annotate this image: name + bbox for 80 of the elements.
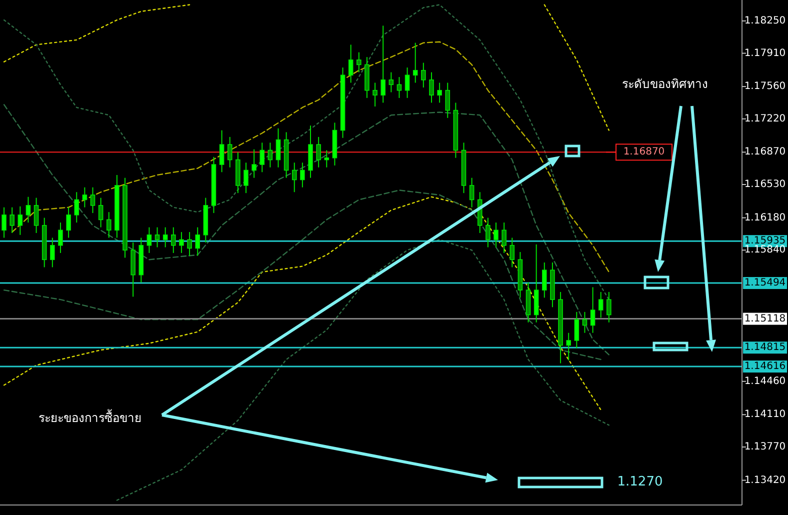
y-tick-label: 1.18250: [744, 15, 786, 26]
candlestick: [58, 222, 63, 254]
candlestick: [469, 177, 474, 208]
candlestick: [380, 25, 386, 104]
line-series: [3, 4, 190, 62]
line-series: [3, 196, 602, 410]
candlestick: [171, 226, 176, 254]
y-tick-label: 1.15840: [744, 244, 786, 256]
annotation: ระดับของทิศทาง: [622, 77, 708, 91]
candlestick: [437, 82, 442, 104]
candlestick: [195, 226, 200, 256]
candlestick: [388, 72, 394, 93]
candlestick: [582, 311, 588, 334]
candlestick: [252, 148, 256, 178]
candlestick: [348, 44, 354, 84]
candlestick: [82, 186, 88, 208]
candlestick: [324, 150, 330, 168]
candlestick: [98, 197, 104, 228]
ref-line-label: 1.15494: [744, 278, 786, 289]
candlestick: [187, 232, 192, 256]
ref-line-label: 1.14815: [744, 342, 786, 354]
candlestick: [590, 286, 596, 334]
candlestick: [276, 128, 281, 168]
y-tick-label: 1.17910: [744, 48, 786, 59]
candlestick: [219, 130, 224, 173]
candlestick: [146, 226, 152, 254]
candlestick: [606, 291, 612, 323]
y-tick-label: 1.16180: [744, 212, 786, 224]
candlestick: [372, 82, 378, 108]
ref-line-label: 1.14616: [744, 361, 786, 372]
candlestick: [412, 42, 418, 84]
candlestick: [10, 206, 14, 234]
candlestick: [356, 52, 362, 73]
candlestick: [429, 72, 434, 104]
candlestick: [2, 206, 6, 238]
ref-line-label: 1.16870: [623, 146, 665, 158]
candlestick: [268, 142, 273, 168]
y-tick-label: 1.17560: [744, 81, 786, 92]
line-series: [12, 41, 610, 273]
candlestick: [404, 67, 410, 98]
y-tick-label: 1.14460: [744, 376, 786, 387]
candlestick: [566, 332, 571, 361]
candlestick: [26, 196, 31, 224]
y-tick-label: 1.13420: [744, 474, 786, 486]
annotation: 1.1270: [617, 474, 663, 490]
candlestick: [34, 197, 39, 234]
candlestick: [502, 222, 506, 254]
candlestick: [162, 226, 168, 248]
candlestick: [66, 206, 71, 238]
y-tick-label: 1.16530: [744, 179, 786, 190]
candlestick: [74, 192, 80, 224]
candlestick: [494, 222, 498, 248]
annotation: ระยะของการซื้อขาย: [38, 409, 142, 425]
line-series: [3, 104, 610, 356]
y-tick-label: 1.14110: [744, 409, 786, 420]
y-tick-label: 1.17220: [744, 113, 786, 124]
ref-line-label: 1.15118: [744, 313, 786, 324]
candlestick: [18, 206, 23, 236]
y-tick-label: 1.13770: [744, 441, 786, 452]
candlestick: [486, 217, 490, 248]
candlestick: [106, 212, 112, 238]
candlestick: [300, 162, 305, 188]
candlestick: [542, 262, 547, 298]
candlestick: [179, 232, 184, 254]
candlestick: [316, 136, 321, 168]
candlestick: [292, 162, 297, 193]
candlestick: [445, 82, 450, 118]
candlestick: [90, 186, 96, 214]
candlestick: [598, 291, 604, 318]
line-series: [3, 190, 602, 360]
candlestick: [396, 76, 402, 98]
y-tick-label: 1.16870: [744, 146, 786, 158]
candlestick: [574, 311, 580, 349]
candlestick: [154, 226, 160, 248]
candlestick: [50, 237, 55, 268]
candlestick: [421, 62, 426, 88]
candlestick: [510, 237, 515, 268]
candlestick: [244, 162, 248, 194]
candlestick: [260, 142, 265, 173]
candlestick: [227, 136, 232, 168]
